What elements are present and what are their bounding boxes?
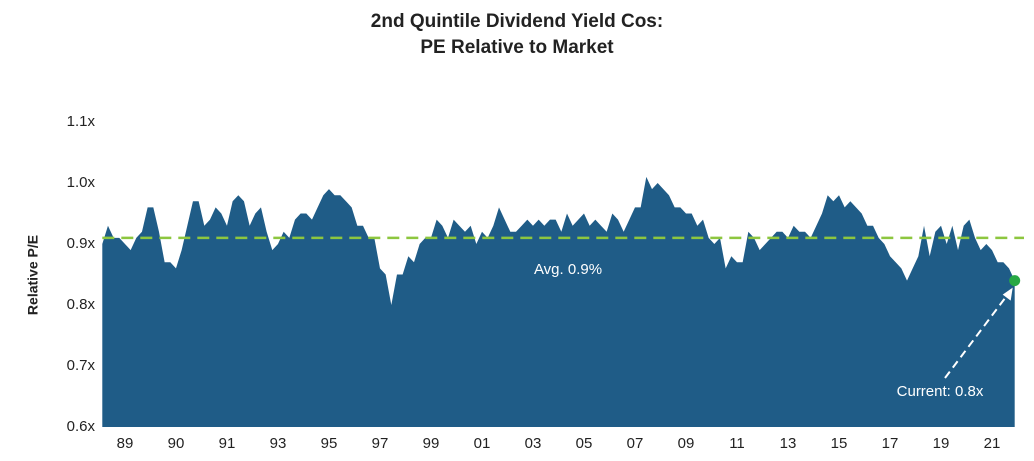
current-point — [1009, 275, 1021, 287]
y-tick-label: 0.9x — [67, 235, 96, 252]
y-tick-label: 0.7x — [67, 357, 96, 374]
area — [102, 176, 1015, 427]
x-tick-label: 05 — [576, 435, 593, 452]
x-tick-label: 01 — [474, 435, 491, 452]
current-arrow — [944, 289, 1012, 379]
y-axis-label: Relative P/E — [25, 235, 41, 315]
arrow-head — [1002, 287, 1013, 301]
x-tick-label: 11 — [729, 435, 745, 452]
y-tick-label: 0.8x — [67, 296, 96, 313]
x-tick-label: 09 — [678, 435, 695, 452]
y-tick-label: 0.6x — [67, 418, 96, 435]
x-tick-label: 15 — [831, 435, 848, 452]
x-tick-label: 90 — [168, 435, 185, 452]
chart-title: 2nd Quintile Dividend Yield Cos: — [371, 11, 663, 32]
average-label: Avg. 0.9% — [534, 261, 602, 278]
x-tick-label: 19 — [933, 435, 950, 452]
x-tick-label: 17 — [882, 435, 899, 452]
x-tick-label: 03 — [525, 435, 542, 452]
x-tick-label: 21 — [984, 435, 1001, 452]
x-tick-label: 99 — [423, 435, 440, 452]
x-tick-label: 07 — [627, 435, 644, 452]
y-tick-label: 1.0x — [67, 174, 96, 191]
y-tick-label: 1.1x — [67, 113, 96, 130]
x-tick-label: 95 — [321, 435, 338, 452]
x-tick-label: 13 — [780, 435, 797, 452]
x-tick-label: 89 — [117, 435, 134, 452]
chart-title: PE Relative to Market — [420, 37, 614, 58]
x-tick-label: 93 — [270, 435, 287, 452]
x-tick-label: 91 — [219, 435, 236, 452]
x-tick-label: 97 — [372, 435, 389, 452]
current-label: Current: 0.8x — [897, 383, 984, 400]
